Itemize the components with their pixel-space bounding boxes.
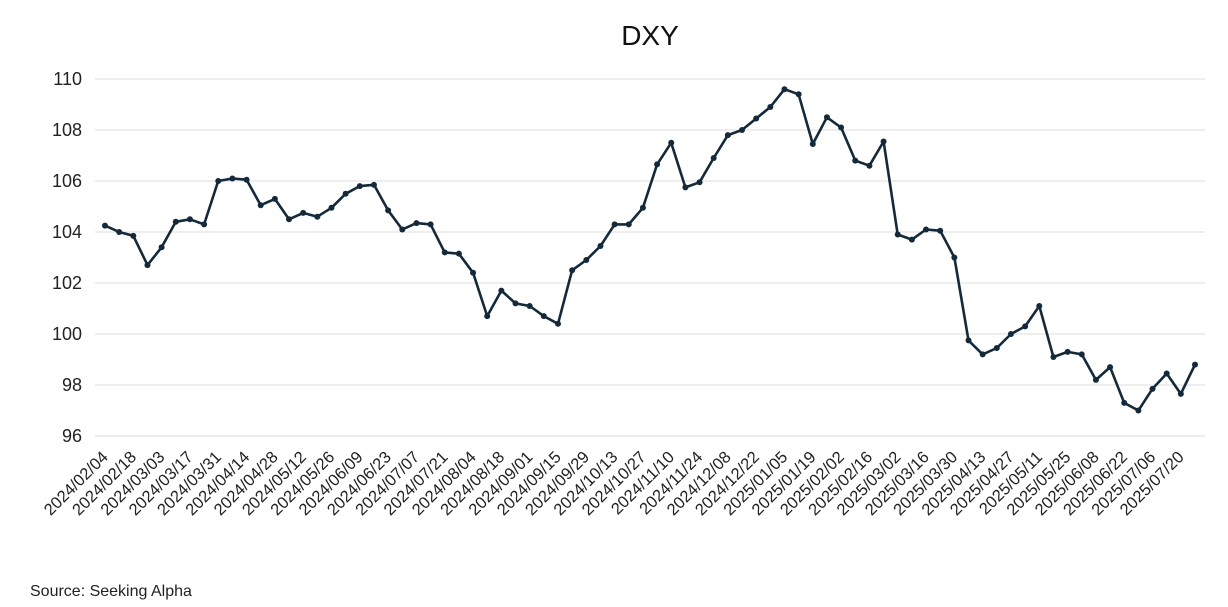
- data-point: [1050, 353, 1057, 360]
- data-point: [809, 141, 816, 148]
- data-point: [201, 221, 208, 228]
- data-point: [724, 132, 731, 139]
- y-tick-label: 100: [52, 324, 82, 344]
- data-point: [625, 221, 632, 228]
- y-tick-label: 104: [52, 222, 82, 242]
- data-point: [130, 232, 137, 239]
- y-tick-label: 102: [52, 273, 82, 293]
- data-point: [413, 220, 420, 227]
- data-point: [1149, 385, 1156, 392]
- data-point: [1064, 348, 1071, 355]
- y-tick-label: 106: [52, 171, 82, 191]
- data-point: [852, 157, 859, 164]
- data-point: [229, 175, 236, 182]
- data-point: [144, 262, 151, 269]
- data-point: [1078, 351, 1085, 358]
- data-point: [937, 227, 944, 234]
- data-point: [569, 267, 576, 274]
- data-point: [370, 181, 377, 188]
- data-point: [583, 257, 590, 264]
- data-point: [441, 249, 448, 256]
- data-point: [965, 337, 972, 344]
- data-point: [951, 254, 958, 261]
- data-point: [1192, 361, 1198, 368]
- data-point: [158, 244, 165, 251]
- data-point: [639, 204, 646, 211]
- data-point: [993, 345, 1000, 352]
- data-point: [554, 320, 561, 327]
- data-point: [767, 104, 774, 111]
- data-point: [526, 302, 533, 309]
- data-point: [300, 209, 307, 216]
- data-point: [1036, 302, 1043, 309]
- data-point: [484, 313, 491, 320]
- data-point: [1135, 407, 1142, 414]
- data-point: [215, 178, 222, 184]
- data-point: [512, 300, 519, 307]
- data-point: [540, 313, 547, 320]
- data-point: [314, 213, 321, 220]
- data-point: [1107, 364, 1114, 371]
- data-point: [894, 231, 901, 238]
- y-tick-label: 98: [62, 375, 82, 395]
- data-point: [427, 221, 434, 228]
- data-point: [866, 162, 873, 169]
- data-point: [795, 91, 802, 98]
- data-point: [257, 202, 264, 209]
- data-point: [1121, 399, 1128, 406]
- data-point: [342, 190, 349, 197]
- data-point: [753, 115, 760, 122]
- data-point: [243, 176, 250, 183]
- dxy-series-points: [102, 86, 1198, 414]
- data-point: [385, 207, 392, 214]
- data-point: [979, 351, 986, 358]
- data-point: [838, 124, 845, 131]
- data-point: [1163, 370, 1170, 377]
- data-point: [1177, 390, 1184, 397]
- source-note: Source: Seeking Alpha: [30, 583, 192, 600]
- data-point: [356, 183, 363, 190]
- data-point: [908, 236, 915, 243]
- data-point: [823, 114, 830, 121]
- y-tick-label: 96: [62, 426, 82, 446]
- data-point: [781, 86, 788, 93]
- data-point: [1092, 376, 1099, 383]
- y-axis-ticks: 96 98 100 102 104 106 108 110: [52, 69, 82, 446]
- data-point: [739, 127, 746, 133]
- gridlines: [95, 78, 1205, 437]
- data-point: [102, 222, 108, 229]
- data-point: [116, 229, 123, 235]
- y-tick-label: 108: [52, 120, 82, 140]
- data-point: [399, 226, 406, 233]
- data-point: [455, 250, 462, 257]
- data-point: [328, 204, 335, 211]
- data-point: [286, 216, 293, 223]
- data-point: [597, 243, 604, 250]
- chart-title: DXY: [621, 20, 679, 51]
- data-point: [1022, 323, 1029, 330]
- data-point: [682, 184, 689, 191]
- data-point: [470, 269, 477, 276]
- x-axis-ticks: 2024/02/042024/02/182024/03/032024/03/17…: [41, 448, 1188, 519]
- data-point: [611, 221, 618, 228]
- dxy-series-line: [104, 87, 1197, 412]
- data-point: [1007, 331, 1014, 337]
- data-point: [271, 195, 278, 202]
- data-point: [880, 138, 887, 145]
- data-point: [498, 287, 505, 294]
- data-point: [710, 155, 717, 162]
- data-point: [696, 179, 703, 186]
- y-tick-label: 110: [53, 69, 82, 89]
- data-point: [654, 161, 661, 168]
- data-point: [186, 216, 193, 223]
- data-point: [923, 226, 930, 233]
- data-point: [668, 139, 675, 146]
- data-point: [172, 218, 179, 225]
